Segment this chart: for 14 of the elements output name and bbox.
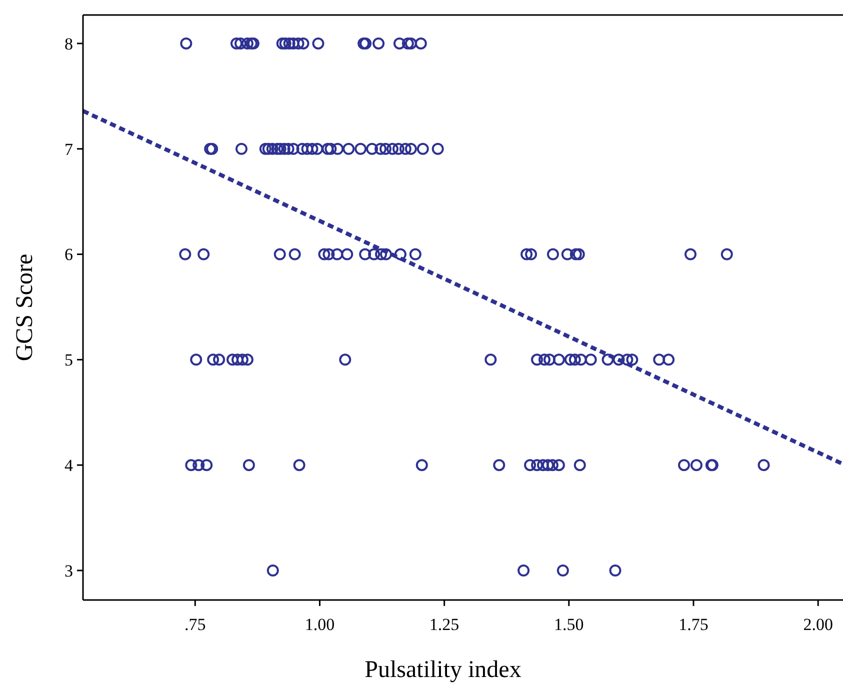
x-tick-label: 2.00 bbox=[803, 615, 833, 634]
x-tick-label: .75 bbox=[184, 615, 206, 634]
y-tick-label: 3 bbox=[64, 561, 73, 580]
x-tick-label: 1.25 bbox=[429, 615, 460, 634]
y-tick-label: 5 bbox=[64, 350, 73, 370]
y-tick-label: 6 bbox=[64, 245, 73, 264]
y-tick-label: 8 bbox=[64, 34, 73, 54]
x-tick-label: 1.75 bbox=[678, 615, 708, 634]
x-axis-title: Pulsatility index bbox=[364, 657, 522, 683]
y-tick-label: 7 bbox=[64, 140, 74, 159]
y-tick-label: 4 bbox=[64, 456, 74, 476]
x-tick-label: 1.00 bbox=[304, 615, 335, 634]
x-tick-label: 1.50 bbox=[554, 615, 584, 634]
y-axis-title: GCS Score bbox=[12, 254, 38, 362]
